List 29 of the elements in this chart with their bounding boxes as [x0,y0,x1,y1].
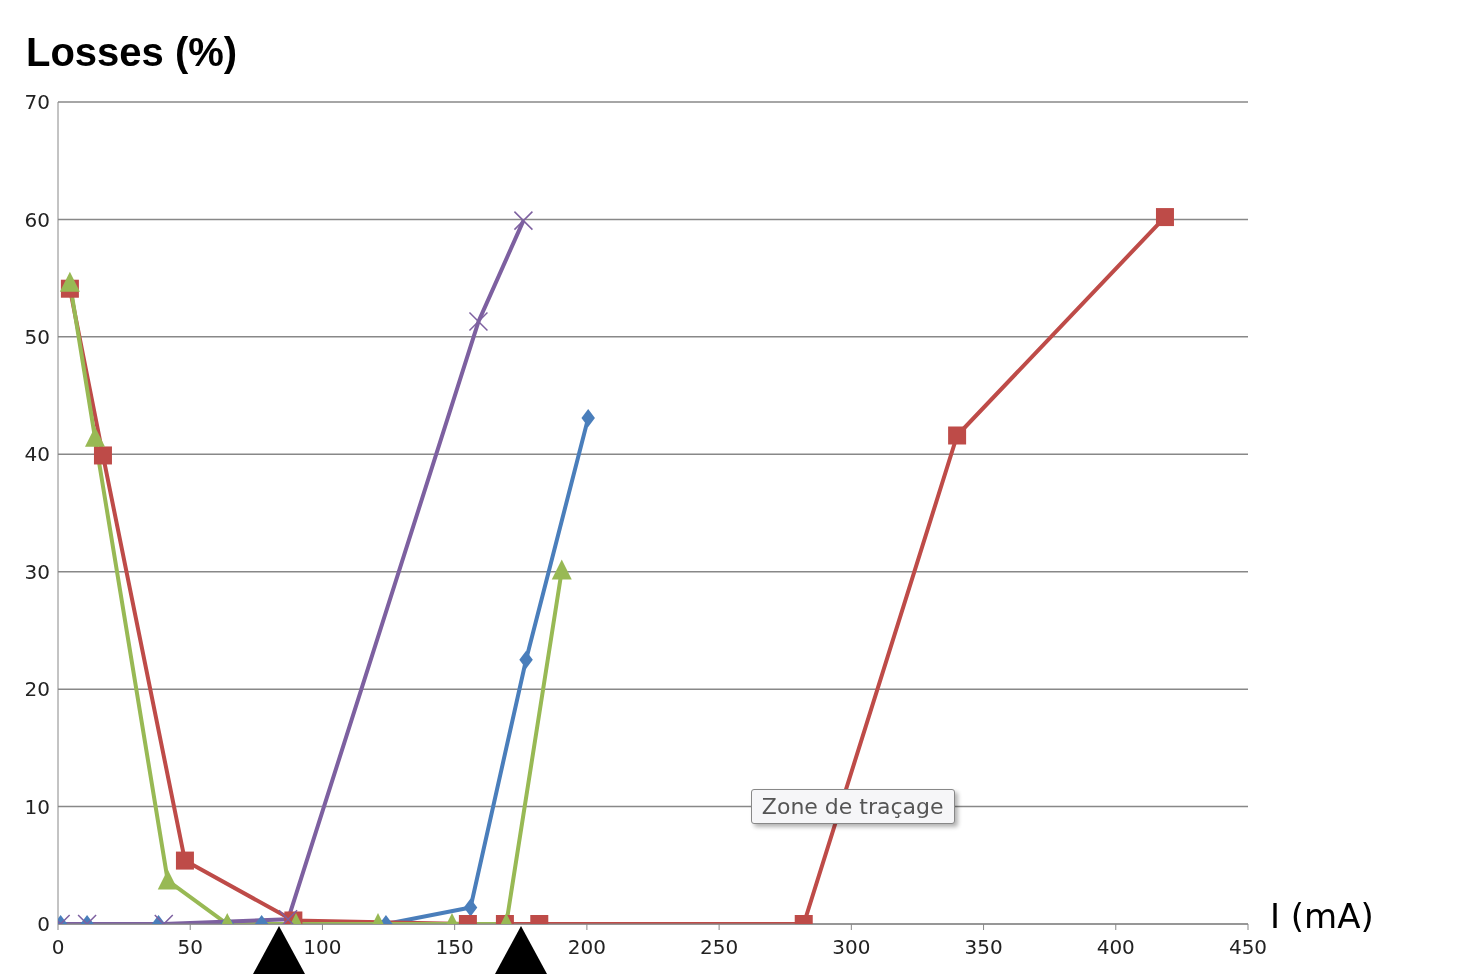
x-tick-label: 300 [832,935,871,960]
point [948,426,967,445]
y-tick-label: 70 [24,90,50,115]
annotation: Zone de traçage [750,789,955,824]
point [581,408,595,427]
x-tick-label: 350 [964,935,1003,960]
x-tick-label: 400 [1096,935,1135,960]
x-axis-title: I (mA) [1270,896,1374,936]
point [468,311,489,332]
point [513,210,534,231]
x-tick-label: 450 [1228,935,1268,960]
y-tick-label: 50 [24,324,50,349]
y-tick-label: 10 [24,794,50,819]
chart-title: Losses (%) [26,30,238,75]
x-tick-label: 200 [567,935,606,960]
y-tick-label: 40 [24,442,50,467]
y-tick-label: 60 [24,207,50,232]
point [59,271,80,292]
x-tick-label: 150 [435,935,474,960]
point [1155,208,1174,227]
point [85,426,106,447]
point [93,446,112,465]
x-tick-label: 50 [177,935,203,960]
y-tick-label: 30 [24,559,50,584]
y-tick-label: 20 [24,677,50,702]
x-tick-label: 250 [700,935,739,960]
point [551,559,572,580]
x-tick-label: 100 [303,935,342,960]
y-tick-label: 0 [37,912,50,937]
